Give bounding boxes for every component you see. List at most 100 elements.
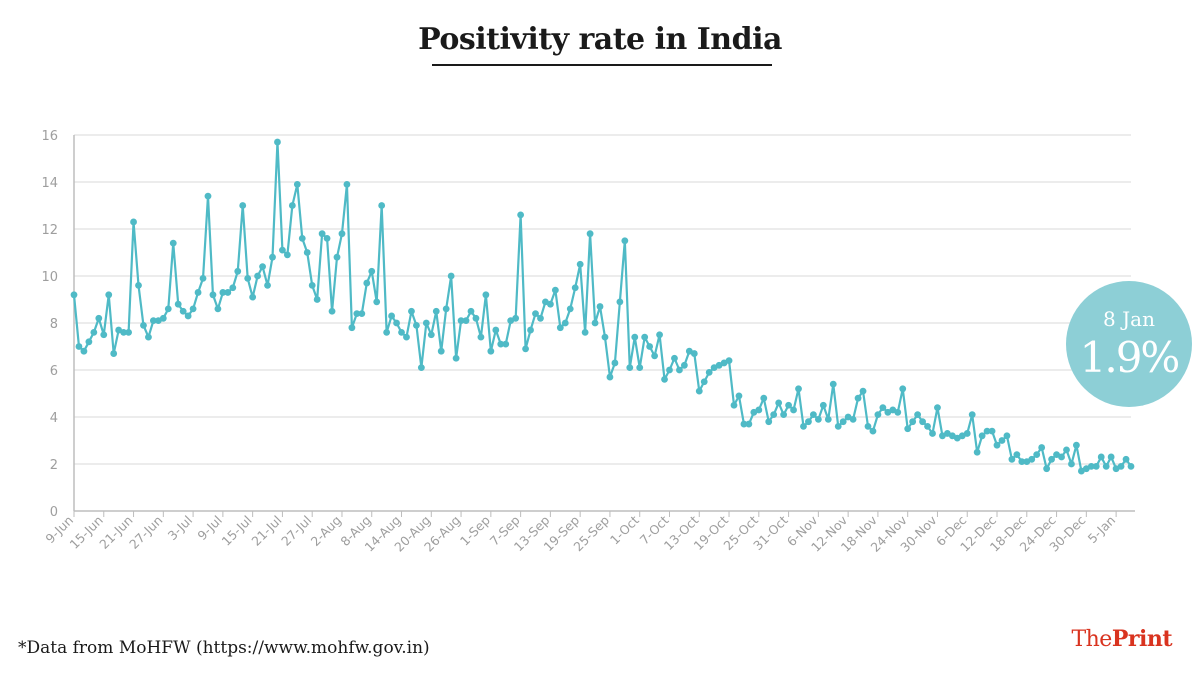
- data-point-7: [105, 291, 113, 299]
- data-point-151: [819, 401, 827, 409]
- data-point-205: [1087, 462, 1095, 470]
- data-point-169: [909, 418, 917, 426]
- data-point-181: [968, 411, 976, 419]
- x-tick-label-21-Jul: 21-Jul: [248, 513, 284, 549]
- data-point-166: [894, 408, 902, 416]
- grid-lines: [74, 134, 1131, 465]
- x-tick-label-27-Jun: 27-Jun: [126, 513, 165, 552]
- data-point-121: [671, 354, 678, 362]
- data-point-48: [308, 282, 316, 289]
- data-point-41: [274, 138, 281, 146]
- data-point-28: [209, 291, 217, 299]
- data-point-44: [288, 202, 296, 209]
- data-point-194: [1033, 451, 1041, 458]
- data-point-163: [879, 404, 887, 411]
- data-point-140: [765, 418, 773, 426]
- brand-the: The: [1071, 627, 1112, 652]
- data-point-180: [963, 430, 971, 437]
- data-point-148: [805, 418, 812, 426]
- data-point-85: [492, 326, 500, 334]
- data-point-35: [244, 274, 252, 282]
- data-point-13: [135, 282, 142, 289]
- data-point-2: [80, 347, 88, 355]
- data-point-83: [482, 291, 490, 299]
- data-point-15: [145, 333, 152, 341]
- data-point-119: [661, 376, 668, 383]
- x-tick-label-5-Jan: 5-Jan: [1085, 513, 1119, 547]
- data-point-161: [869, 427, 877, 435]
- source-footnote: *Data from MoHFW (https://www.mohfw.gov.…: [18, 638, 430, 658]
- data-point-127: [700, 378, 708, 386]
- data-point-94: [537, 314, 544, 322]
- data-point-100: [566, 305, 574, 313]
- data-point-43: [283, 251, 291, 259]
- data-point-73: [432, 307, 440, 315]
- data-point-97: [551, 286, 559, 294]
- data-point-66: [398, 329, 405, 336]
- data-point-111: [621, 237, 629, 245]
- data-point-184: [983, 427, 991, 435]
- data-point-0: [70, 291, 78, 299]
- data-point-186: [993, 441, 1001, 449]
- data-point-106: [596, 303, 604, 310]
- data-point-78: [457, 317, 465, 325]
- data-point-75: [442, 305, 450, 313]
- data-point-162: [874, 411, 882, 419]
- callout-date: 8 Jan: [1103, 307, 1155, 331]
- data-point-87: [502, 340, 510, 348]
- data-point-136: [745, 420, 753, 428]
- data-point-22: [179, 307, 187, 315]
- data-point-152: [824, 415, 832, 423]
- data-point-91: [522, 345, 529, 353]
- data-point-52: [328, 307, 336, 315]
- data-point-105: [591, 319, 599, 327]
- data-point-32: [229, 284, 237, 292]
- data-point-212: [1122, 455, 1130, 463]
- data-point-135: [740, 420, 748, 428]
- data-point-14: [140, 321, 147, 329]
- data-point-189: [1008, 455, 1016, 463]
- data-point-174: [934, 404, 941, 411]
- data-point-36: [249, 293, 257, 301]
- data-point-11: [125, 329, 132, 336]
- data-point-82: [477, 333, 485, 341]
- data-point-132: [725, 357, 733, 364]
- data-point-67: [403, 333, 410, 341]
- data-point-114: [636, 364, 644, 372]
- data-point-116: [646, 343, 654, 350]
- data-point-208: [1102, 462, 1110, 470]
- data-point-25: [194, 289, 202, 296]
- data-point-128: [705, 368, 713, 376]
- data-point-37: [254, 272, 262, 280]
- data-point-69: [413, 321, 420, 329]
- data-point-201: [1068, 460, 1075, 468]
- x-tick-label-1-Oct: 1-Oct: [607, 512, 642, 547]
- y-tick-label-6: 6: [50, 364, 58, 379]
- data-point-53: [333, 253, 341, 261]
- series-positivity: [70, 138, 1135, 475]
- data-point-80: [467, 307, 475, 315]
- data-point-102: [576, 260, 584, 268]
- data-point-58: [358, 310, 366, 317]
- latest-value-callout: 8 Jan 1.9%: [1066, 281, 1192, 407]
- y-tick-label-16: 16: [41, 129, 58, 144]
- y-tick-label-14: 14: [41, 176, 58, 191]
- data-point-96: [546, 300, 554, 308]
- data-point-101: [571, 284, 579, 292]
- y-tick-label-4: 4: [50, 411, 58, 426]
- data-point-195: [1038, 444, 1046, 451]
- y-tick-label-0: 0: [50, 505, 58, 520]
- brand-print: Print: [1111, 626, 1173, 652]
- data-point-104: [586, 230, 594, 238]
- x-tick-label-27-Jul: 27-Jul: [278, 513, 314, 549]
- data-point-34: [239, 202, 247, 209]
- data-point-159: [859, 387, 867, 395]
- data-point-117: [651, 352, 659, 360]
- data-point-122: [676, 366, 683, 374]
- data-point-81: [472, 314, 480, 322]
- data-point-77: [452, 354, 460, 362]
- data-point-107: [601, 333, 609, 341]
- data-point-191: [1018, 458, 1026, 466]
